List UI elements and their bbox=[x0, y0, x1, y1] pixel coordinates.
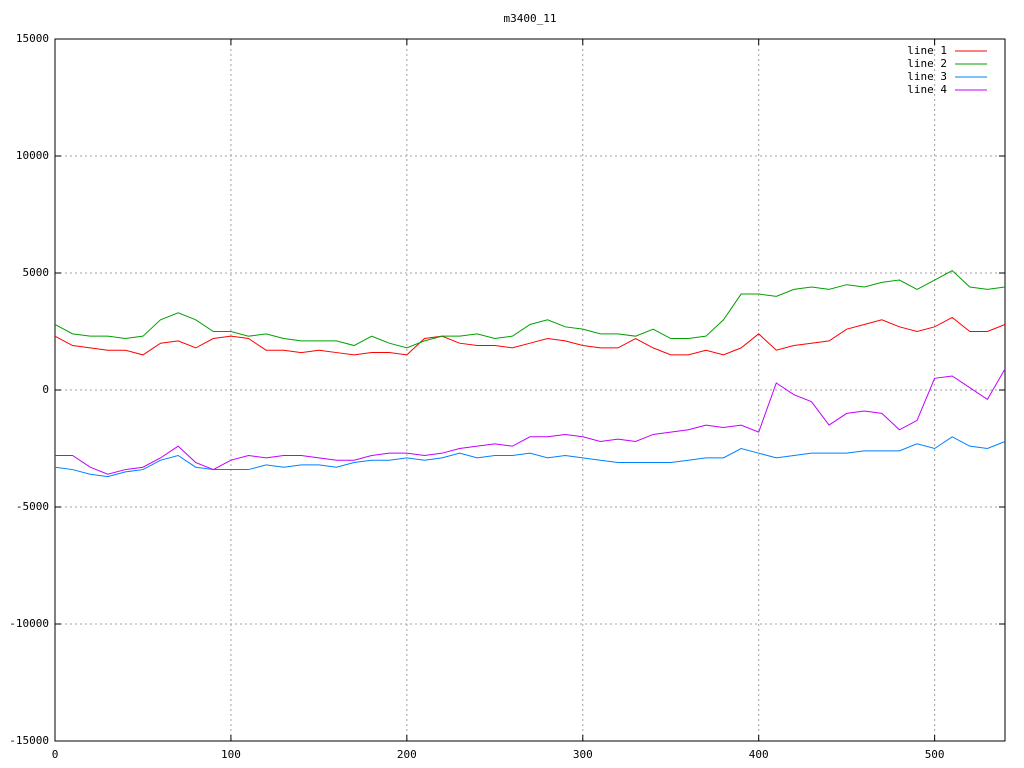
x-tick-label: 300 bbox=[573, 748, 593, 761]
y-tick-label: 0 bbox=[42, 383, 49, 396]
y-tick-label: 10000 bbox=[16, 149, 49, 162]
x-tick-label: 400 bbox=[749, 748, 769, 761]
plot-border bbox=[54, 38, 1006, 742]
legend-label: line 1 bbox=[907, 44, 947, 57]
legend-label: line 3 bbox=[907, 70, 947, 83]
y-tick-label: -10000 bbox=[9, 617, 49, 630]
data-line bbox=[54, 316, 1006, 356]
data-line bbox=[54, 436, 1006, 478]
chart-title: m3400_11 bbox=[504, 12, 557, 25]
y-tick-label: 15000 bbox=[16, 32, 49, 45]
y-tick-label: -5000 bbox=[16, 500, 49, 513]
legend-label: line 4 bbox=[907, 83, 947, 96]
y-tick-label: 5000 bbox=[23, 266, 50, 279]
x-tick-label: 200 bbox=[397, 748, 417, 761]
x-tick-label: 0 bbox=[52, 748, 59, 761]
legend-label: line 2 bbox=[907, 57, 947, 70]
data-line bbox=[55, 368, 1006, 475]
data-line bbox=[54, 270, 1006, 349]
x-tick-label: 500 bbox=[925, 748, 945, 761]
x-tick-label: 100 bbox=[221, 748, 241, 761]
y-tick-label: -15000 bbox=[9, 734, 49, 747]
